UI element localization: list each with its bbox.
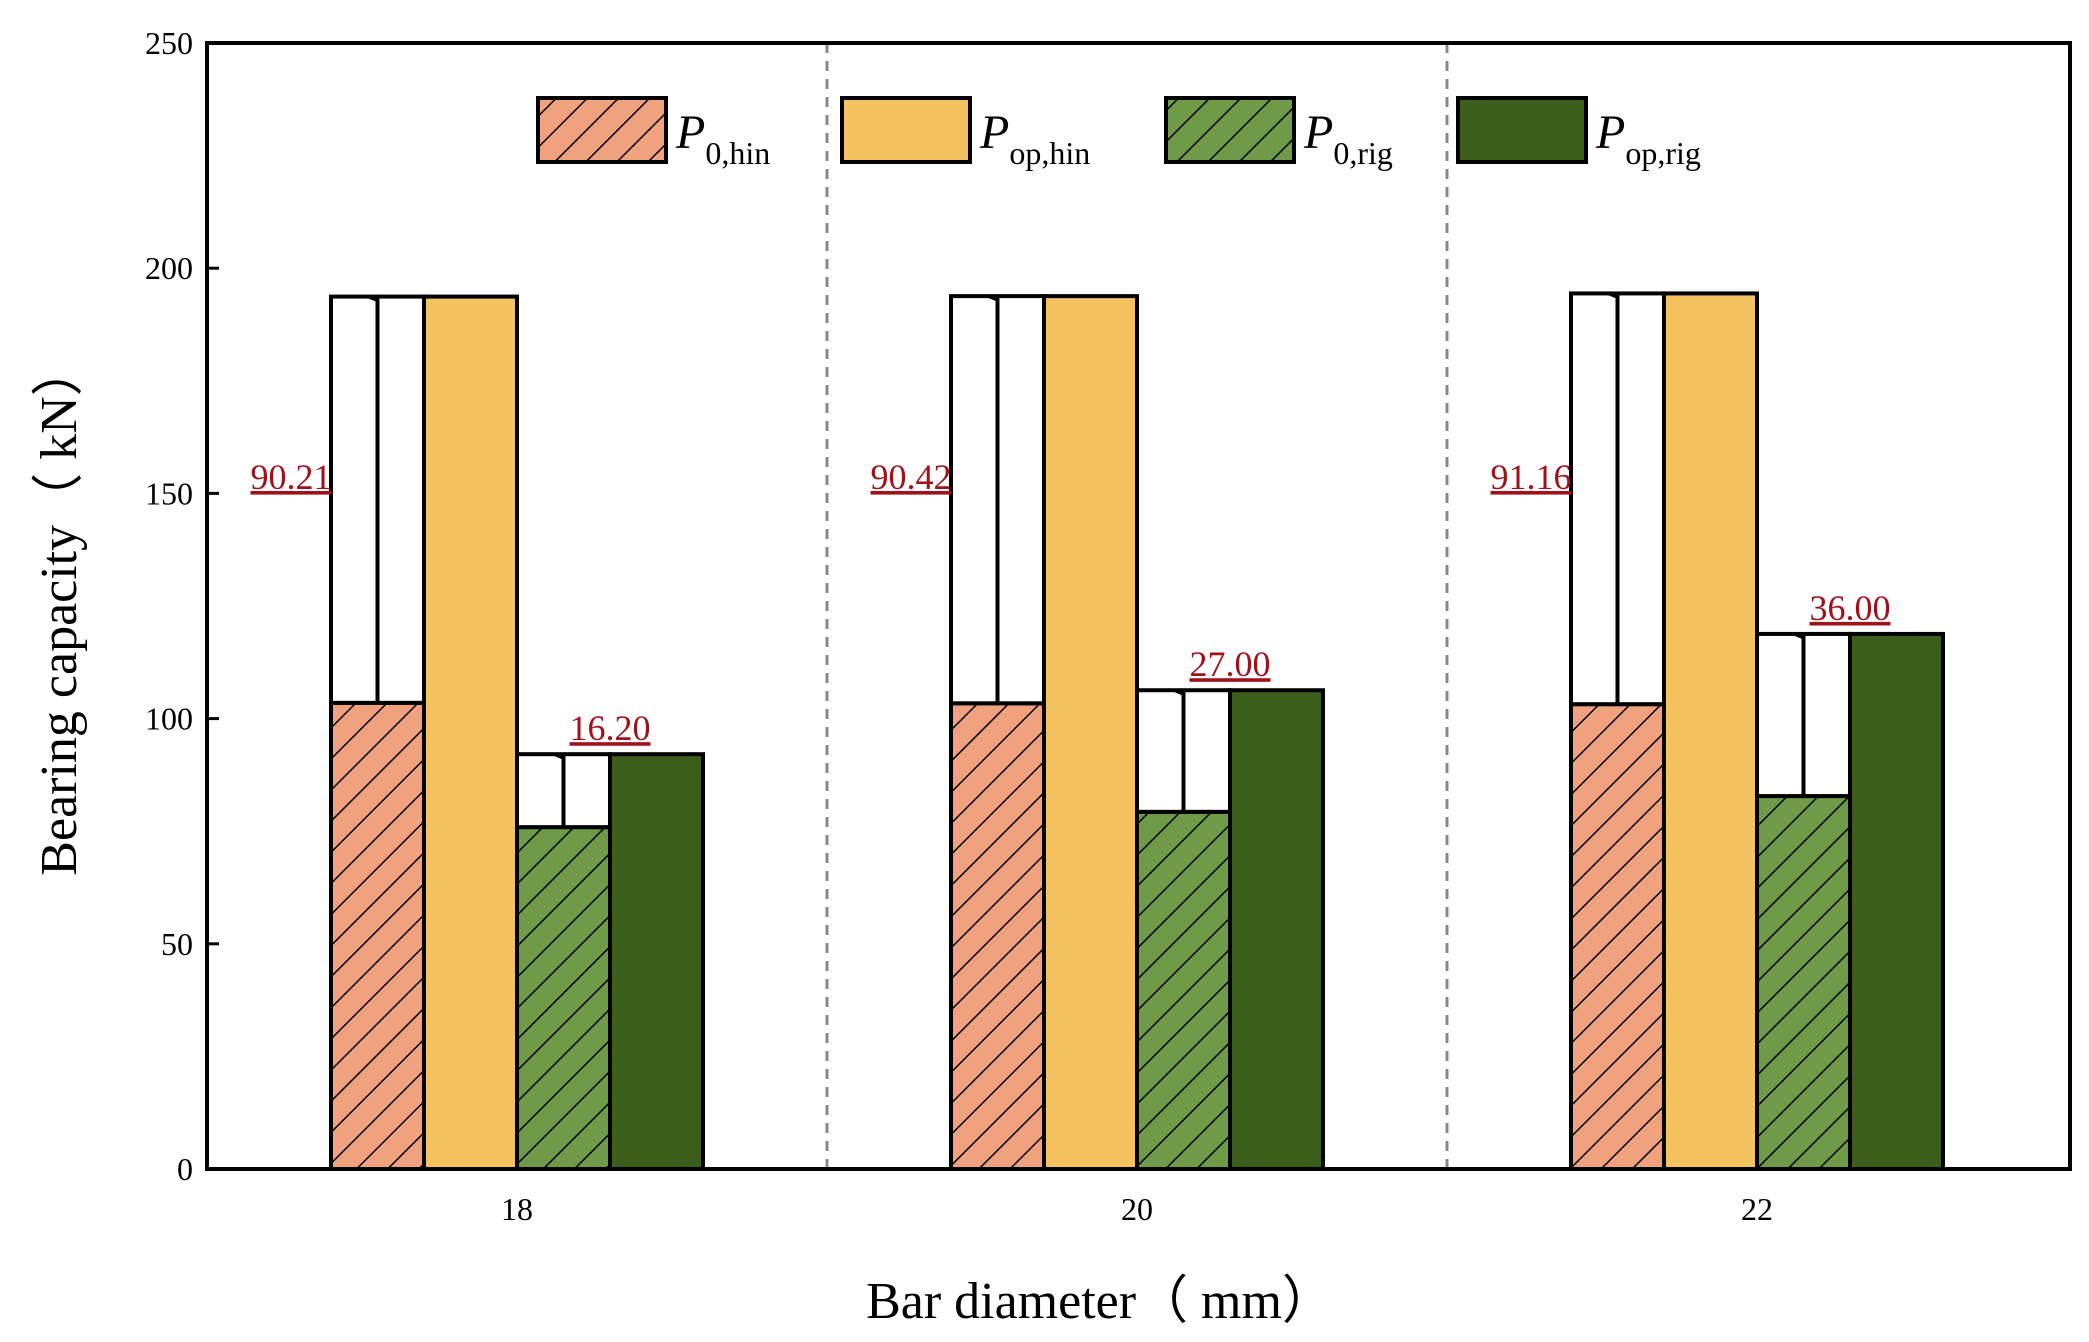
bar-op-rig-22 bbox=[1848, 631, 1945, 1171]
annotation-rigid-20: 27.00 bbox=[1190, 644, 1271, 684]
legend-label-0-hin: P0,hin bbox=[675, 106, 770, 171]
bars-layer bbox=[329, 291, 1945, 1172]
annotation-hinged-20: 90.42 bbox=[871, 457, 952, 497]
bar-0-rig-18 bbox=[515, 825, 612, 1172]
annotation-rigid-18: 16.20 bbox=[570, 708, 651, 748]
bar-op-hin-20 bbox=[1042, 294, 1139, 1171]
bar-0-hin-20 bbox=[949, 701, 1046, 1171]
plot-frame bbox=[205, 41, 2072, 1171]
y-axis-title: Bearing capacity（ kN） bbox=[31, 344, 88, 875]
legend-swatch-0-rig bbox=[1164, 96, 1296, 164]
legend-swatch-op-rig bbox=[1456, 96, 1588, 164]
bar-0-hin-18 bbox=[329, 700, 426, 1171]
annotation-hinged-18: 90.21 bbox=[251, 457, 332, 497]
annotation-hinged-22: 91.16 bbox=[1491, 457, 1572, 497]
bar-0-rig-22 bbox=[1755, 794, 1852, 1171]
y-tick-label-0: 0 bbox=[177, 1151, 193, 1187]
y-tick-label-150: 150 bbox=[145, 475, 193, 511]
bar-0-rig-20 bbox=[1135, 809, 1232, 1172]
group-separators bbox=[825, 43, 1449, 1169]
x-tick-label-20: 20 bbox=[1121, 1191, 1153, 1227]
bar-op-rig-20 bbox=[1228, 688, 1325, 1171]
legend-swatch-op-hin bbox=[840, 96, 972, 164]
bar-op-hin-18 bbox=[422, 294, 519, 1171]
x-axis-title: Bar diameter（ mm） bbox=[866, 1273, 1334, 1330]
x-tick-label-18: 18 bbox=[501, 1191, 533, 1227]
bar-op-rig-18 bbox=[608, 752, 705, 1171]
legend-label-op-hin: Pop,hin bbox=[979, 106, 1090, 171]
legend-swatch-0-hin bbox=[536, 96, 668, 164]
x-tick-label-22: 22 bbox=[1741, 1191, 1773, 1227]
increase-annotations: 90.21 16.20 90.42 27.00 91.16 36.00 bbox=[251, 457, 1891, 748]
y-tick-label-250: 250 bbox=[145, 25, 193, 61]
y-tick-label-200: 200 bbox=[145, 250, 193, 286]
legend-label-op-rig: Pop,rig bbox=[1595, 106, 1701, 171]
bar-0-hin-22 bbox=[1569, 702, 1666, 1171]
y-tick-label-50: 50 bbox=[161, 926, 193, 962]
annotation-rigid-22: 36.00 bbox=[1810, 588, 1891, 628]
legend: P0,hin Pop,hin P0,rig Pop,rig bbox=[536, 96, 1701, 171]
legend-label-0-rig: P0,rig bbox=[1303, 106, 1393, 171]
increase-arrows bbox=[329, 291, 1852, 830]
y-tick-label-100: 100 bbox=[145, 701, 193, 737]
bar-op-hin-22 bbox=[1662, 291, 1759, 1171]
x-axis: 18 20 22 bbox=[501, 1191, 1773, 1227]
y-axis: 0 50 100 150 200 250 bbox=[145, 25, 219, 1187]
